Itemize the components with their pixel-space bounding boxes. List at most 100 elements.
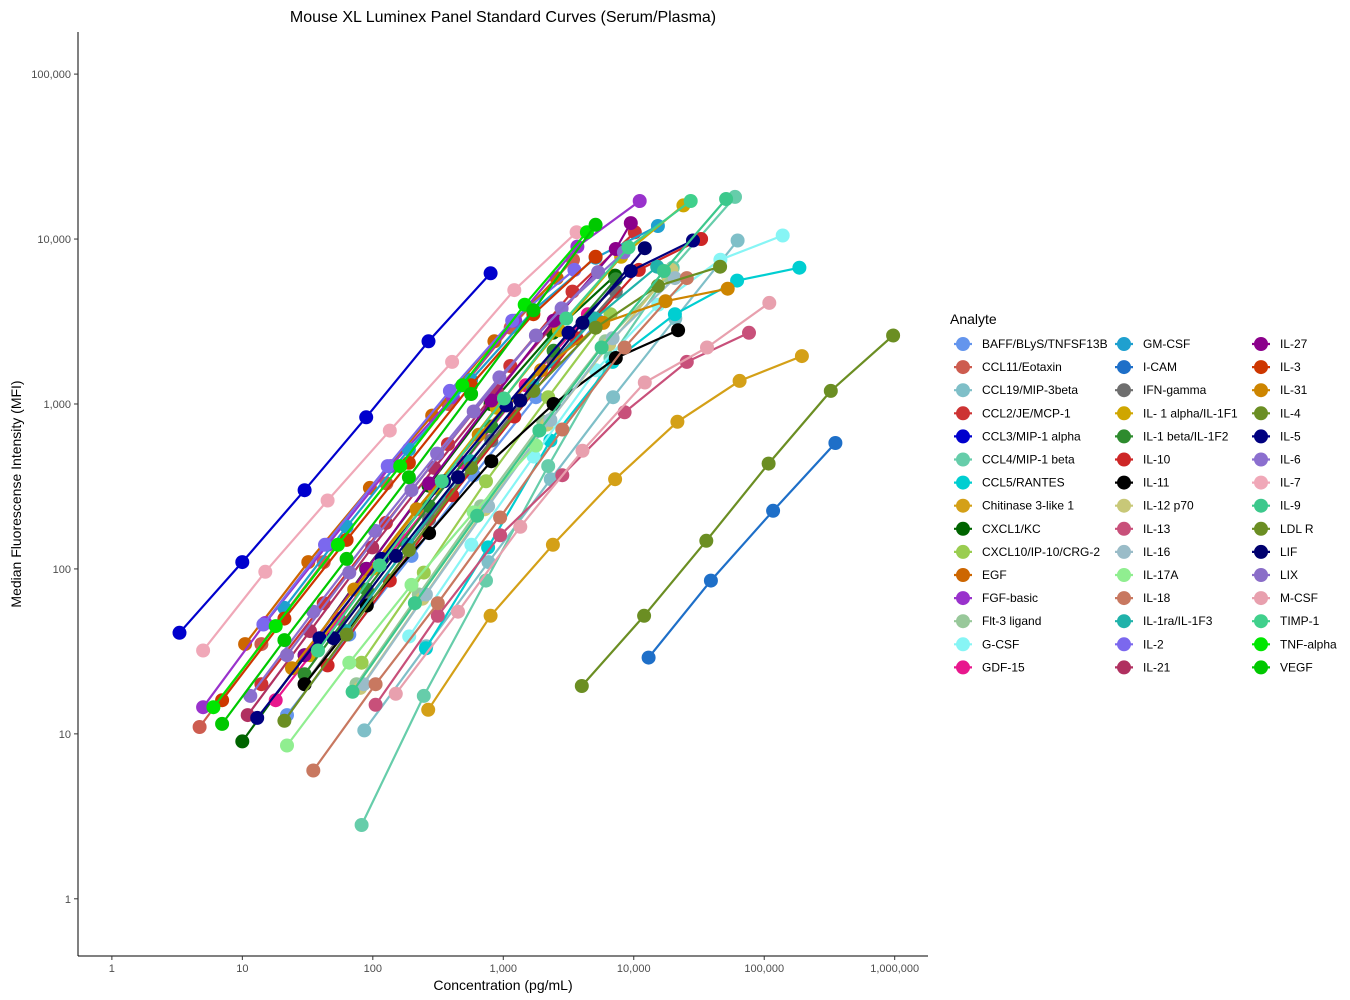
data-point [380,459,395,474]
legend-label: CCL19/MIP-3beta [982,383,1078,397]
legend-label: LIX [1280,568,1298,582]
legend-label: CXCL10/IP-10/CRG-2 [982,545,1100,559]
legend-label: IL-18 [1143,591,1171,605]
legend-key-marker [1254,544,1268,559]
series-37 [345,192,734,699]
data-point [559,311,574,326]
legend-title: Analyte [950,311,997,327]
legend-item: IL-4 [1252,406,1301,421]
data-point [320,493,335,508]
data-point [297,667,312,682]
data-point [421,702,436,717]
data-point [541,459,556,474]
legend-key-marker [956,475,970,490]
data-point [393,459,408,474]
data-point [546,313,561,328]
legend-item: CCL2/JE/MCP-1 [954,406,1071,421]
legend-key-marker [1254,337,1268,351]
data-point [254,677,269,692]
legend-label: CCL11/Eotaxin [982,360,1062,374]
legend-key-marker [1254,498,1268,513]
legend-item: IL-12 p70 [1115,498,1194,513]
legend-key-marker [1117,521,1131,536]
legend-key-marker [1117,406,1131,421]
legend-item: IL-10 [1115,452,1171,467]
legend-key-marker [1254,591,1268,606]
legend-item: IL-6 [1252,452,1301,467]
data-point [354,655,369,670]
legend-label: IL-12 p70 [1143,499,1194,513]
data-point [828,436,843,450]
data-point [372,558,387,573]
data-point [464,387,479,401]
data-point [320,658,335,673]
data-point [703,573,718,588]
data-point [605,331,620,346]
legend-key-marker [1117,591,1131,606]
data-point [172,625,187,640]
x-axis-title: Concentration (pg/mL) [433,977,572,993]
legend-key-marker [1117,637,1131,652]
series-line [262,269,576,626]
data-point [606,390,621,405]
data-point [235,555,250,570]
data-point [359,582,374,597]
data-point [421,334,436,349]
data-point [470,508,485,523]
y-axis-ticks: 1 10 100 1,000 10,000 100,000 [31,69,78,906]
data-point [357,723,372,738]
data-point [543,413,558,427]
legend-item: IFN-gamma [1115,383,1207,398]
data-point [621,240,636,255]
data-point [326,631,341,646]
data-point [280,648,294,663]
legend-item: IL-18 [1115,591,1171,606]
y-axis-title: Median Fluorescense Intensity (MFI) [8,380,24,607]
legend-item: FGF-basic [954,591,1038,606]
legend-label: CCL5/RANTES [982,476,1065,490]
legend-key-marker [1254,406,1268,421]
data-point [493,510,508,525]
legend-label: IL-31 [1280,383,1308,397]
series-40 [280,265,606,663]
data-point [238,637,253,652]
data-point [451,604,465,619]
series-16 [641,436,843,665]
data-point [792,260,807,275]
legend-label: IL-6 [1280,453,1301,467]
data-point [575,443,590,458]
data-point [451,470,465,485]
legend-label: IL-27 [1280,337,1308,351]
legend-item: CCL4/MIP-1 beta [954,452,1075,467]
data-point [418,641,433,656]
legend-key-marker [1117,498,1131,513]
data-point [591,265,606,280]
data-point [416,688,431,703]
legend-label: CCL3/MIP-1 alpha [982,429,1081,443]
legend-key-marker [1117,360,1131,375]
legend-item: Chitinase 3-like 1 [954,498,1074,513]
data-point [285,661,299,676]
series-line [283,265,721,722]
x-tick-label: 1 [109,963,115,975]
series-line [256,239,694,719]
data-point [297,483,312,498]
legend-item: GDF-15 [954,660,1025,675]
series-28 [256,262,582,632]
data-point [268,619,283,634]
legend-item: LIX [1252,568,1298,582]
legend-key-marker [1254,660,1268,675]
data-point [575,315,590,330]
data-point [608,472,623,487]
data-point [730,273,745,288]
data-point [345,684,360,699]
y-tick-label: 1 [65,894,71,906]
legend-key-marker [1117,429,1131,444]
data-point [404,483,419,498]
data-point [588,320,603,335]
series-line [202,231,578,652]
data-point [775,228,790,243]
legend-item: CXCL1/KC [954,521,1041,536]
data-point [588,217,603,232]
y-tick-label: 100 [53,564,71,576]
